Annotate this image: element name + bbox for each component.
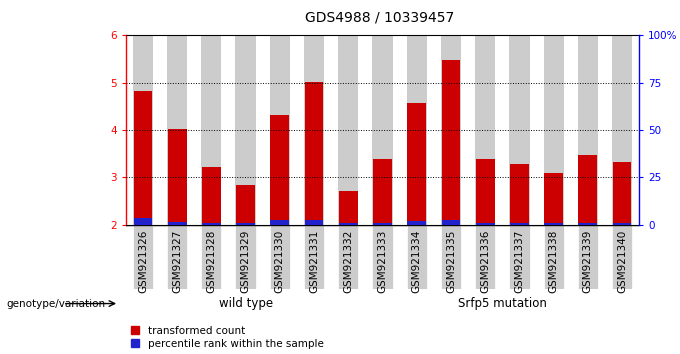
Bar — [133, 225, 153, 289]
Text: GSM921330: GSM921330 — [275, 230, 285, 293]
Bar — [373, 35, 392, 225]
Bar — [270, 225, 290, 289]
Bar — [510, 223, 529, 225]
Bar — [509, 35, 530, 225]
Bar — [441, 35, 461, 225]
Bar — [133, 218, 152, 225]
Text: GSM921337: GSM921337 — [514, 230, 524, 293]
Bar — [475, 225, 495, 289]
Bar — [270, 35, 290, 225]
Bar — [339, 191, 358, 225]
Bar — [543, 35, 564, 225]
Text: GSM921338: GSM921338 — [549, 230, 559, 293]
Bar — [168, 222, 186, 225]
Bar — [578, 225, 598, 289]
Bar — [407, 103, 426, 225]
Bar — [373, 223, 392, 225]
Bar — [578, 35, 598, 225]
Bar — [544, 173, 563, 225]
Bar — [133, 91, 152, 225]
Bar — [201, 35, 222, 225]
Bar — [509, 225, 530, 289]
Bar — [202, 167, 221, 225]
Text: GSM921327: GSM921327 — [172, 230, 182, 293]
Bar — [304, 35, 324, 225]
Text: GSM921333: GSM921333 — [377, 230, 388, 293]
Bar — [441, 225, 461, 289]
Bar — [441, 60, 460, 225]
Text: genotype/variation: genotype/variation — [7, 298, 106, 309]
Text: wild type: wild type — [218, 297, 273, 310]
Bar — [441, 220, 460, 225]
Bar — [476, 159, 494, 225]
Bar — [338, 225, 358, 289]
Text: GSM921326: GSM921326 — [138, 230, 148, 293]
Bar — [338, 35, 358, 225]
Bar — [544, 223, 563, 225]
Bar — [339, 223, 358, 225]
Text: GSM921335: GSM921335 — [446, 230, 456, 293]
Bar — [373, 225, 392, 289]
Bar — [407, 225, 427, 289]
Bar — [543, 225, 564, 289]
Bar — [236, 223, 255, 225]
Text: GSM921334: GSM921334 — [411, 230, 422, 293]
Bar — [271, 220, 289, 225]
Bar — [612, 225, 632, 289]
Bar — [235, 35, 256, 225]
Text: GSM921329: GSM921329 — [241, 230, 251, 293]
Text: Srfp5 mutation: Srfp5 mutation — [458, 297, 547, 310]
Bar — [235, 225, 256, 289]
Bar — [373, 159, 392, 225]
Bar — [305, 82, 324, 225]
Legend: transformed count, percentile rank within the sample: transformed count, percentile rank withi… — [131, 326, 324, 349]
Bar — [167, 35, 187, 225]
Bar — [304, 225, 324, 289]
Bar — [201, 225, 222, 289]
Text: GSM921339: GSM921339 — [583, 230, 593, 293]
Bar — [613, 223, 632, 225]
Bar — [612, 35, 632, 225]
Bar — [271, 115, 289, 225]
Text: GSM921336: GSM921336 — [480, 230, 490, 293]
Bar — [407, 35, 427, 225]
Text: GSM921340: GSM921340 — [617, 230, 627, 293]
Bar — [579, 155, 597, 225]
Bar — [305, 220, 324, 225]
Bar — [613, 162, 632, 225]
Bar — [510, 164, 529, 225]
Bar — [202, 223, 221, 225]
Bar — [579, 223, 597, 225]
Text: GSM921332: GSM921332 — [343, 230, 354, 293]
Bar — [476, 223, 494, 225]
Bar — [133, 35, 153, 225]
Bar — [167, 225, 187, 289]
Bar — [475, 35, 495, 225]
Bar — [168, 129, 186, 225]
Text: GSM921331: GSM921331 — [309, 230, 319, 293]
Text: GDS4988 / 10339457: GDS4988 / 10339457 — [305, 11, 455, 25]
Bar — [407, 221, 426, 225]
Bar — [236, 184, 255, 225]
Text: GSM921328: GSM921328 — [206, 230, 216, 293]
